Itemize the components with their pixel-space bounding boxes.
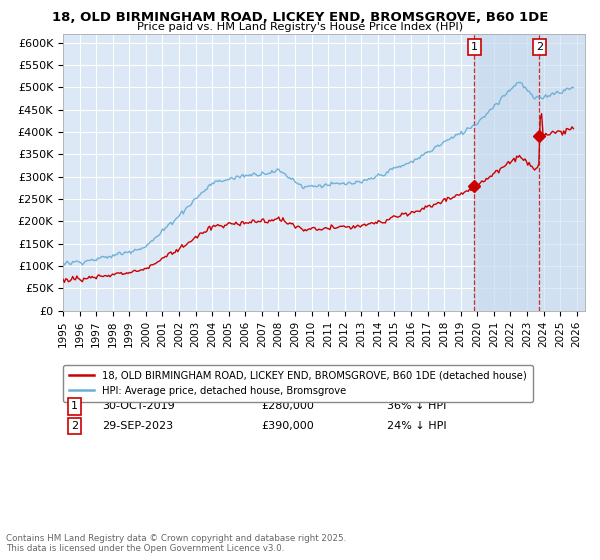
Legend: 18, OLD BIRMINGHAM ROAD, LICKEY END, BROMSGROVE, B60 1DE (detached house), HPI: : 18, OLD BIRMINGHAM ROAD, LICKEY END, BRO… [63,365,533,402]
Text: £280,000: £280,000 [262,402,314,412]
Text: £390,000: £390,000 [262,421,314,431]
Text: Price paid vs. HM Land Registry's House Price Index (HPI): Price paid vs. HM Land Registry's House … [137,22,463,32]
Text: 2: 2 [71,421,78,431]
Text: 18, OLD BIRMINGHAM ROAD, LICKEY END, BROMSGROVE, B60 1DE: 18, OLD BIRMINGHAM ROAD, LICKEY END, BRO… [52,11,548,24]
Text: 1: 1 [471,42,478,52]
Bar [475,34,539,311]
Text: 36% ↓ HPI: 36% ↓ HPI [386,402,446,412]
Text: Contains HM Land Registry data © Crown copyright and database right 2025.
This d: Contains HM Land Registry data © Crown c… [6,534,346,553]
Bar [539,34,585,311]
Text: 30-OCT-2019: 30-OCT-2019 [102,402,175,412]
Text: 24% ↓ HPI: 24% ↓ HPI [386,421,446,431]
Text: 1: 1 [71,402,78,412]
Text: 29-SEP-2023: 29-SEP-2023 [102,421,173,431]
Text: 2: 2 [536,42,543,52]
